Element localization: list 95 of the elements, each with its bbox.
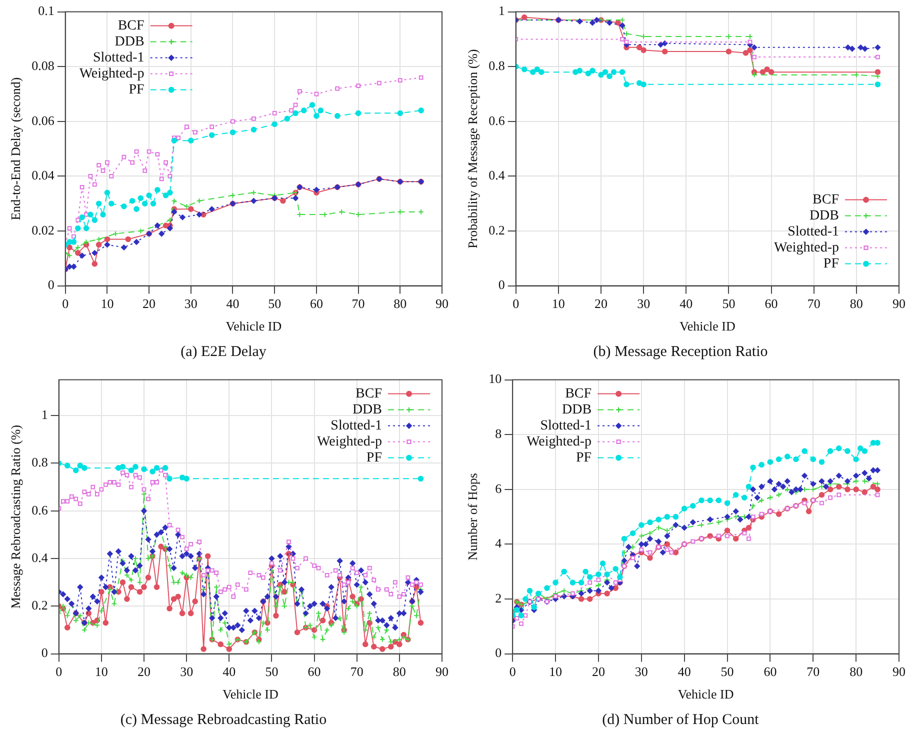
y-axis-title: Message Rebroadcasting Ratio (%) — [8, 424, 24, 609]
x-tick-label: 40 — [226, 296, 240, 312]
x-axis-title: Vehicle ID — [226, 318, 282, 334]
legend-label: Weighted-p — [774, 240, 839, 256]
x-tick-label: 50 — [265, 664, 278, 680]
x-tick-label: 60 — [308, 664, 321, 680]
y-tick-label: 0 — [498, 277, 505, 292]
x-tick-label: 10 — [94, 664, 108, 680]
legend-label: Slotted-1 — [330, 418, 382, 434]
y-tick-label: 0.6 — [488, 112, 506, 128]
x-tick-label: 80 — [392, 664, 406, 680]
legend-label: DDB — [562, 402, 592, 418]
x-tick-label: 90 — [892, 664, 906, 680]
text: (a) E2E Delay — [180, 344, 267, 360]
x-tick-label: 40 — [678, 664, 691, 680]
x-tick-label: 40 — [680, 296, 693, 312]
x-tick-label: 70 — [350, 664, 364, 680]
text: (c) Message Rebroadcasting Ratio — [120, 712, 327, 728]
x-tick-label: 20 — [142, 296, 156, 312]
x-tick-label: 60 — [764, 296, 778, 312]
text: (b) Message Reception Ratio — [593, 344, 768, 360]
legend-label: DDB — [114, 34, 144, 50]
legend-label: Slotted-1 — [540, 418, 592, 434]
y-tick-label: 1 — [41, 406, 48, 422]
legend-label: Weighted-p — [79, 66, 144, 82]
y-tick-label: 4 — [495, 536, 502, 551]
y-tick-label: 0.08 — [32, 58, 54, 74]
x-axis-title: Vehicle ID — [679, 318, 736, 334]
x-tick-label: 60 — [764, 664, 777, 680]
y-tick-label: 0.2 — [488, 222, 505, 238]
y-tick-label: 0 — [48, 277, 54, 292]
legend-label: PF — [576, 450, 592, 466]
x-tick-label: 10 — [100, 296, 114, 312]
legend-label: Slotted-1 — [788, 224, 839, 240]
x-tick-label: 60 — [310, 296, 323, 312]
x-tick-label: 30 — [634, 664, 648, 680]
y-tick-label: 0.8 — [32, 454, 48, 470]
x-tick-label: 80 — [850, 664, 863, 680]
legend-label: PF — [366, 450, 382, 466]
y-tick-label: 8 — [495, 426, 502, 442]
x-tick-label: 30 — [637, 296, 650, 312]
legend-label: Weighted-p — [526, 434, 592, 450]
legend-label: BCF — [565, 386, 592, 402]
x-axis-title: Vehicle ID — [222, 686, 278, 702]
legend-label: PF — [823, 256, 840, 272]
legend-label: BCF — [118, 18, 145, 34]
x-tick-label: 20 — [137, 664, 150, 680]
text: (d) Number of Hop Count — [602, 712, 760, 728]
y-tick-label: 0.4 — [488, 168, 506, 183]
y-tick-label: 0.2 — [32, 598, 48, 613]
x-tick-label: 40 — [222, 664, 236, 680]
x-tick-label: 70 — [807, 296, 820, 312]
y-tick-label: 0 — [495, 645, 502, 660]
y-tick-label: 10 — [488, 371, 502, 386]
x-tick-label: 90 — [892, 296, 906, 312]
legend-label: DDB — [352, 402, 382, 418]
x-axis-title: Vehicle ID — [678, 686, 734, 702]
x-tick-label: 0 — [509, 664, 516, 680]
legend-label: Slotted-1 — [92, 50, 144, 66]
x-tick-label: 20 — [592, 664, 605, 680]
y-tick-label: 0.1 — [38, 3, 54, 18]
x-tick-label: 70 — [806, 664, 820, 680]
x-tick-label: 50 — [268, 296, 282, 312]
x-tick-label: 30 — [180, 664, 194, 680]
x-tick-label: 20 — [594, 296, 608, 312]
y-axis-title: Number of Hops — [465, 473, 480, 560]
y-tick-label: 1 — [498, 3, 505, 18]
y-tick-label: 0.06 — [32, 112, 55, 128]
y-tick-label: 6 — [495, 480, 502, 496]
y-tick-label: 0 — [41, 645, 48, 660]
y-axis-title: Probability of Message Reception (%) — [465, 49, 480, 248]
x-tick-label: 90 — [436, 296, 448, 312]
y-tick-label: 0.8 — [488, 58, 505, 74]
y-tick-label: 0.4 — [32, 550, 48, 565]
x-tick-label: 80 — [850, 296, 863, 312]
x-tick-label: 10 — [549, 664, 562, 680]
x-tick-label: 70 — [352, 296, 365, 312]
x-tick-label: 0 — [512, 296, 520, 312]
x-tick-label: 0 — [62, 296, 69, 312]
x-tick-label: 50 — [720, 664, 734, 680]
y-tick-label: 0.6 — [32, 502, 48, 518]
y-tick-label: 2 — [495, 590, 502, 606]
legend-label: Weighted-p — [317, 434, 382, 450]
legend-label: BCF — [812, 192, 840, 208]
y-axis-title: End-to-End Delay (second) — [8, 77, 24, 220]
x-tick-label: 30 — [184, 296, 198, 312]
y-tick-label: 0.04 — [32, 168, 55, 183]
x-tick-label: 50 — [722, 296, 736, 312]
legend-label: PF — [128, 82, 145, 98]
x-tick-label: 80 — [394, 296, 407, 312]
legend-label: DDB — [809, 208, 839, 224]
legend-label: BCF — [356, 386, 382, 402]
x-tick-label: 90 — [436, 664, 448, 680]
x-tick-label: 10 — [552, 296, 565, 312]
y-tick-label: 0.02 — [32, 222, 54, 238]
